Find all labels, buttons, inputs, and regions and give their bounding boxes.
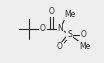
Text: O: O — [81, 30, 87, 39]
Text: S: S — [67, 30, 72, 39]
Text: O: O — [49, 7, 55, 16]
Text: O: O — [57, 42, 63, 51]
Text: Me: Me — [79, 42, 90, 51]
Text: N: N — [58, 24, 63, 33]
Text: O: O — [40, 24, 46, 33]
Text: Me: Me — [65, 10, 76, 19]
